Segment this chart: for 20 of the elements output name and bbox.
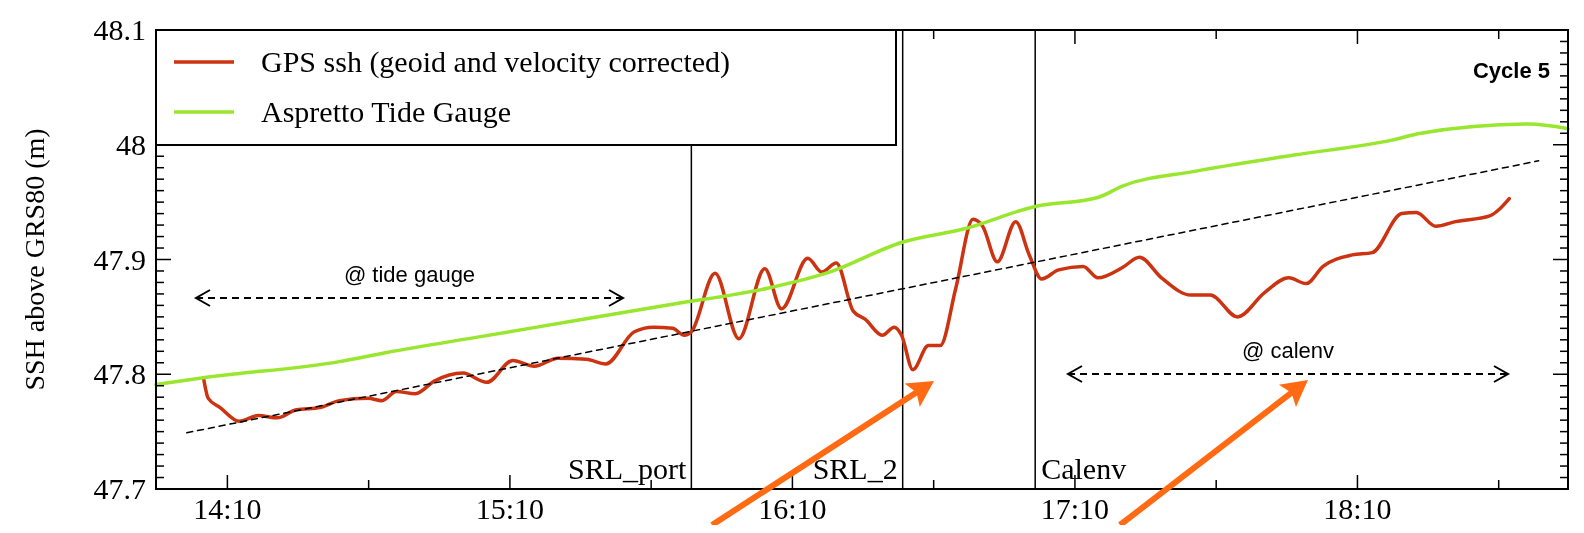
y-tick-label: 47.8 — [93, 357, 146, 391]
y-tick-label: 47.9 — [93, 242, 146, 276]
y-tick-label: 47.7 — [93, 472, 146, 505]
ref-line-label: Calenv — [1041, 452, 1127, 485]
ref-line-label: SRL_2 — [812, 452, 898, 485]
y-tick-label: 48 — [116, 127, 146, 161]
legend-label: Aspretto Tide Gauge — [261, 95, 511, 128]
x-tick-label: 15:10 — [475, 492, 545, 525]
annotation: @ tide gauge — [343, 262, 476, 287]
x-tick-label: 14:10 — [193, 492, 262, 525]
annotation: Cycle 5 — [1472, 58, 1550, 83]
x-tick-label: 16:10 — [758, 492, 827, 525]
x-tick-label: 18:10 — [1323, 492, 1392, 525]
x-tick-label: 17:10 — [1040, 492, 1110, 525]
legend-label: GPS ssh (geoid and velocity corrected) — [261, 45, 731, 79]
ref-line-label: SRL_port — [568, 452, 688, 485]
y-tick-label: 48.1 — [93, 13, 146, 46]
line-series — [201, 196, 1511, 424]
y-axis-title: SSH above GRS80 (m) — [19, 128, 50, 391]
annotation: @ calenv — [1241, 338, 1335, 363]
